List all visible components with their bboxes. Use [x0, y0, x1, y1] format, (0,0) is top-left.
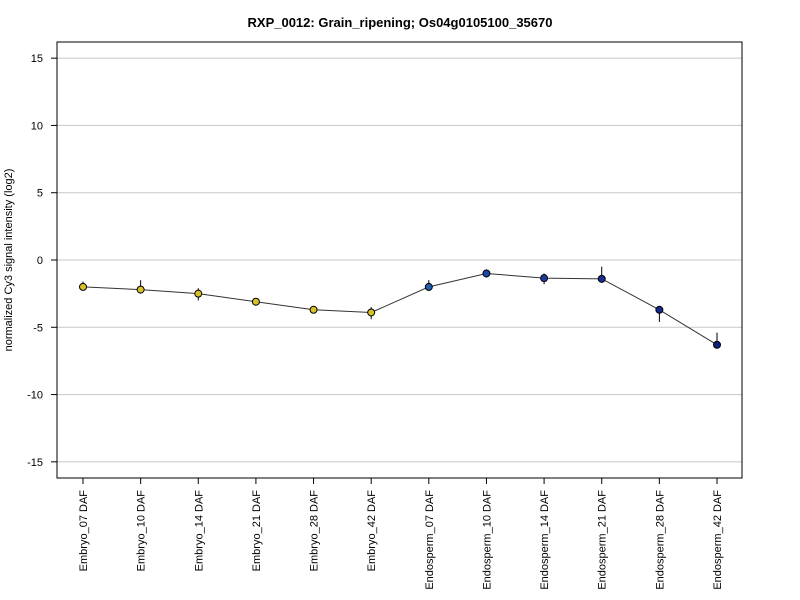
x-tick-label: Endosperm_42 DAF	[712, 490, 724, 590]
y-tick-label: -10	[27, 390, 43, 402]
data-point	[655, 305, 664, 314]
x-tick-label: Embryo_42 DAF	[366, 490, 378, 572]
data-point	[309, 305, 318, 314]
x-tick-label: Embryo_07 DAF	[78, 490, 90, 572]
series	[79, 266, 721, 349]
data-point	[136, 285, 145, 294]
data-point	[424, 282, 433, 291]
data-point	[79, 282, 87, 291]
x-tick-label: Endosperm_28 DAF	[654, 490, 666, 590]
series-line	[82, 272, 718, 346]
data-point	[194, 289, 203, 298]
data-point	[251, 297, 260, 306]
x-tick-label: Endosperm_21 DAF	[597, 490, 609, 590]
y-tick-label: -5	[33, 322, 43, 334]
data-point	[482, 269, 491, 278]
x-tick-label: Embryo_21 DAF	[251, 490, 263, 572]
x-tick-label: Embryo_14 DAF	[193, 490, 205, 572]
data-point	[540, 274, 549, 283]
y-tick-label: -15	[27, 457, 43, 469]
x-tick-label: Endosperm_10 DAF	[481, 490, 493, 590]
data-point	[367, 308, 376, 317]
y-axis-label: normalized Cy3 signal intensity (log2)	[3, 169, 15, 352]
x-tick-label: Embryo_10 DAF	[136, 490, 148, 572]
y-tick-label: 5	[37, 188, 43, 200]
x-axis: Embryo_07 DAF Embryo_10 DAF Embryo_14 DAF E…	[78, 478, 724, 590]
data-point	[597, 274, 606, 283]
y-axis: -15 -10 -5 0 5 10 15	[27, 53, 57, 469]
x-tick-label: Endosperm_14 DAF	[539, 490, 551, 590]
data-point	[713, 340, 721, 349]
x-tick-label: Endosperm_07 DAF	[424, 490, 436, 590]
y-tick-label: 15	[31, 53, 43, 65]
y-tick-label: 10	[31, 120, 43, 132]
chart-title: RXP_0012: Grain_ripening; Os04g0105100_3…	[248, 15, 553, 30]
y-tick-label: 0	[37, 255, 43, 267]
gridlines	[57, 57, 742, 463]
x-tick-label: Embryo_28 DAF	[309, 490, 321, 572]
